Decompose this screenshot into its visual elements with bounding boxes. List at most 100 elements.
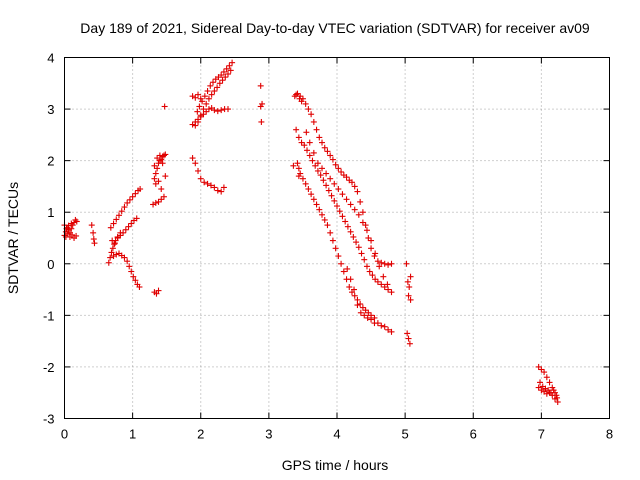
data-point: [358, 250, 365, 257]
data-point: [547, 389, 554, 396]
data-point: [62, 233, 69, 240]
data-point: [125, 223, 132, 230]
x-tick-label: 8: [606, 427, 613, 442]
data-point: [111, 240, 118, 247]
data-point: [203, 108, 210, 115]
data-point: [323, 182, 330, 189]
data-point: [405, 292, 412, 299]
data-point: [554, 398, 561, 405]
data-point: [211, 184, 218, 191]
y-axis-label: SDTVAR / TECUs: [5, 182, 21, 294]
data-point: [378, 259, 385, 266]
data-point: [192, 160, 199, 167]
data-point: [321, 144, 328, 151]
data-point: [545, 387, 552, 394]
data-point: [312, 162, 319, 169]
data-point: [317, 172, 324, 179]
data-point: [158, 196, 165, 203]
data-point: [351, 292, 358, 299]
data-point: [543, 390, 550, 397]
data-point: [162, 173, 169, 180]
data-point: [222, 74, 229, 81]
data-point: [211, 88, 218, 95]
data-point: [161, 103, 168, 110]
data-point: [258, 118, 265, 125]
data-point: [71, 219, 78, 226]
data-point: [151, 162, 158, 169]
chart-title: Day 189 of 2021, Sidereal Day-to-day VTE…: [80, 20, 590, 36]
data-point: [355, 211, 362, 218]
data-point: [197, 112, 204, 119]
data-point: [354, 302, 361, 309]
data-point: [538, 366, 545, 373]
data-point: [359, 219, 366, 226]
data-point: [308, 191, 315, 198]
data-point: [336, 208, 343, 215]
data-point: [124, 258, 131, 265]
data-point: [219, 77, 226, 84]
data-point: [363, 263, 370, 270]
data-point: [153, 290, 160, 297]
data-point: [293, 91, 300, 98]
data-point: [113, 216, 120, 223]
data-point: [319, 211, 326, 218]
data-point: [64, 230, 71, 237]
data-point: [338, 168, 345, 175]
data-point: [259, 100, 266, 107]
data-points: [61, 59, 561, 405]
data-point: [343, 174, 350, 181]
data-point: [152, 180, 159, 187]
data-point: [192, 122, 199, 129]
data-point: [366, 268, 373, 275]
data-point: [299, 175, 306, 182]
data-point: [295, 134, 302, 141]
data-point: [295, 173, 302, 180]
x-tick-label: 3: [265, 427, 272, 442]
data-point: [357, 309, 364, 316]
data-point: [344, 223, 351, 230]
data-point: [343, 196, 350, 203]
data-point: [73, 218, 80, 225]
data-point: [297, 170, 304, 177]
data-point: [90, 236, 97, 243]
x-tick-label: 7: [538, 427, 545, 442]
data-point: [541, 369, 548, 376]
data-point: [335, 186, 342, 193]
data-point: [121, 254, 128, 261]
data-point: [309, 157, 316, 164]
data-point: [368, 245, 375, 252]
data-point: [365, 235, 372, 241]
data-point: [405, 335, 412, 342]
data-point: [362, 222, 369, 229]
data-point: [194, 108, 201, 115]
data-point: [368, 316, 375, 323]
data-point: [128, 268, 135, 275]
data-point: [155, 198, 162, 205]
data-point: [294, 160, 301, 167]
data-point: [351, 286, 358, 293]
data-point: [132, 190, 139, 197]
data-point: [197, 175, 204, 182]
data-point: [320, 177, 327, 184]
data-point: [192, 94, 199, 101]
data-point: [310, 196, 317, 203]
data-point: [319, 165, 326, 172]
data-point: [546, 379, 553, 386]
data-point: [335, 165, 342, 172]
data-point: [323, 170, 330, 177]
data-point: [189, 155, 196, 162]
data-point: [406, 283, 413, 290]
data-point: [339, 213, 346, 220]
data-point: [319, 139, 326, 146]
data-point: [218, 72, 225, 79]
data-point: [214, 108, 221, 115]
data-point: [107, 254, 114, 261]
y-tick-label: -3: [43, 412, 55, 427]
data-point: [223, 65, 230, 72]
data-point: [357, 198, 364, 205]
data-point: [162, 151, 169, 158]
data-point: [310, 118, 317, 125]
data-point: [347, 228, 354, 235]
